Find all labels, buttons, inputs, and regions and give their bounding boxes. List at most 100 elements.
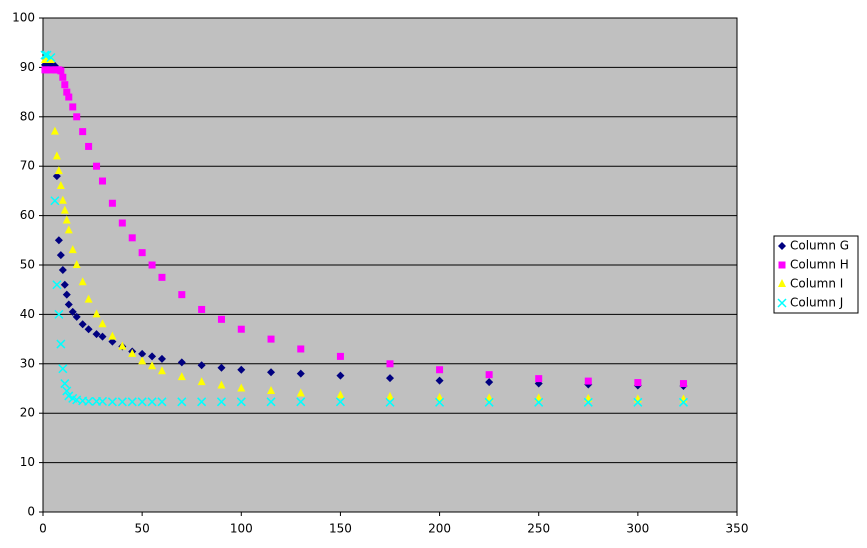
point: [679, 380, 687, 388]
y-tick-label: 10: [20, 455, 35, 469]
point: [54, 166, 63, 175]
point: [64, 300, 73, 309]
point: [117, 397, 127, 407]
point: [93, 162, 101, 170]
legend-marker: [778, 261, 786, 269]
point: [484, 397, 494, 407]
point: [72, 260, 81, 268]
legend: Column G Column H Column I Column J: [773, 235, 859, 314]
point: [157, 354, 166, 363]
point: [85, 142, 93, 150]
point: [138, 356, 147, 365]
point: [485, 378, 494, 387]
point: [62, 215, 71, 224]
point: [158, 273, 166, 281]
point: [84, 325, 93, 334]
point: [216, 397, 226, 407]
legend-label: Column J: [790, 296, 843, 310]
x-tick-label: 350: [726, 522, 749, 536]
point: [56, 180, 65, 189]
point: [98, 177, 106, 185]
point: [118, 219, 126, 227]
point: [296, 369, 305, 378]
point: [58, 265, 67, 274]
point: [59, 73, 67, 81]
point: [60, 280, 69, 289]
point: [92, 309, 101, 318]
point: [68, 245, 77, 254]
point: [535, 375, 543, 383]
point: [128, 348, 137, 357]
point: [62, 386, 72, 396]
point: [148, 361, 157, 370]
legend-marker: [778, 279, 786, 287]
point: [678, 397, 688, 407]
point: [177, 397, 187, 407]
point: [297, 345, 305, 353]
point: [79, 128, 87, 136]
legend-box: [773, 235, 859, 314]
y-tick-label: 40: [20, 307, 35, 321]
point: [336, 390, 345, 399]
point: [267, 335, 275, 343]
point: [336, 352, 344, 360]
y-tick-label: 90: [20, 60, 35, 74]
point: [534, 397, 544, 407]
point: [52, 280, 62, 290]
point: [84, 396, 94, 406]
point: [198, 305, 206, 313]
point: [42, 50, 52, 60]
point: [108, 199, 116, 207]
point: [108, 331, 117, 340]
point: [435, 376, 444, 385]
point: [336, 371, 345, 380]
legend-label: Column G: [790, 239, 849, 253]
y-tick-label: 60: [20, 208, 35, 222]
point: [386, 374, 394, 383]
point: [58, 364, 68, 374]
point: [60, 205, 69, 214]
x-tick-label: 150: [329, 522, 352, 536]
point: [217, 363, 226, 372]
legend-label: Column I: [790, 277, 843, 291]
point: [57, 67, 65, 75]
point: [197, 377, 206, 386]
point: [58, 195, 67, 204]
point: [157, 397, 167, 407]
point: [62, 290, 71, 299]
x-tick-label: 300: [626, 522, 649, 536]
point: [267, 385, 276, 394]
y-tick-label: 50: [20, 258, 35, 272]
point: [50, 196, 60, 206]
point: [65, 93, 73, 101]
point: [40, 50, 50, 60]
point: [98, 319, 107, 328]
point: [78, 320, 87, 329]
point: [237, 383, 246, 392]
point: [50, 126, 59, 135]
point: [47, 66, 55, 74]
point: [137, 397, 147, 407]
point: [634, 379, 642, 387]
x-tick-label: 0: [39, 522, 47, 536]
x-tick-label: 50: [135, 522, 150, 536]
legend-marker: [777, 298, 787, 308]
y-tick-label: 80: [20, 109, 35, 123]
point: [296, 388, 305, 397]
point: [583, 397, 593, 407]
point: [386, 391, 394, 400]
point: [386, 360, 394, 368]
point: [148, 261, 156, 269]
x-tick-label: 100: [230, 522, 253, 536]
x-tick-label: 200: [428, 522, 451, 536]
point: [157, 366, 166, 375]
point: [178, 291, 186, 299]
point: [54, 309, 64, 319]
point: [435, 397, 445, 407]
point: [107, 397, 117, 407]
point: [584, 377, 592, 385]
point: [127, 397, 137, 407]
point: [197, 397, 207, 407]
point: [68, 307, 77, 316]
y-tick-label: 30: [20, 356, 35, 370]
